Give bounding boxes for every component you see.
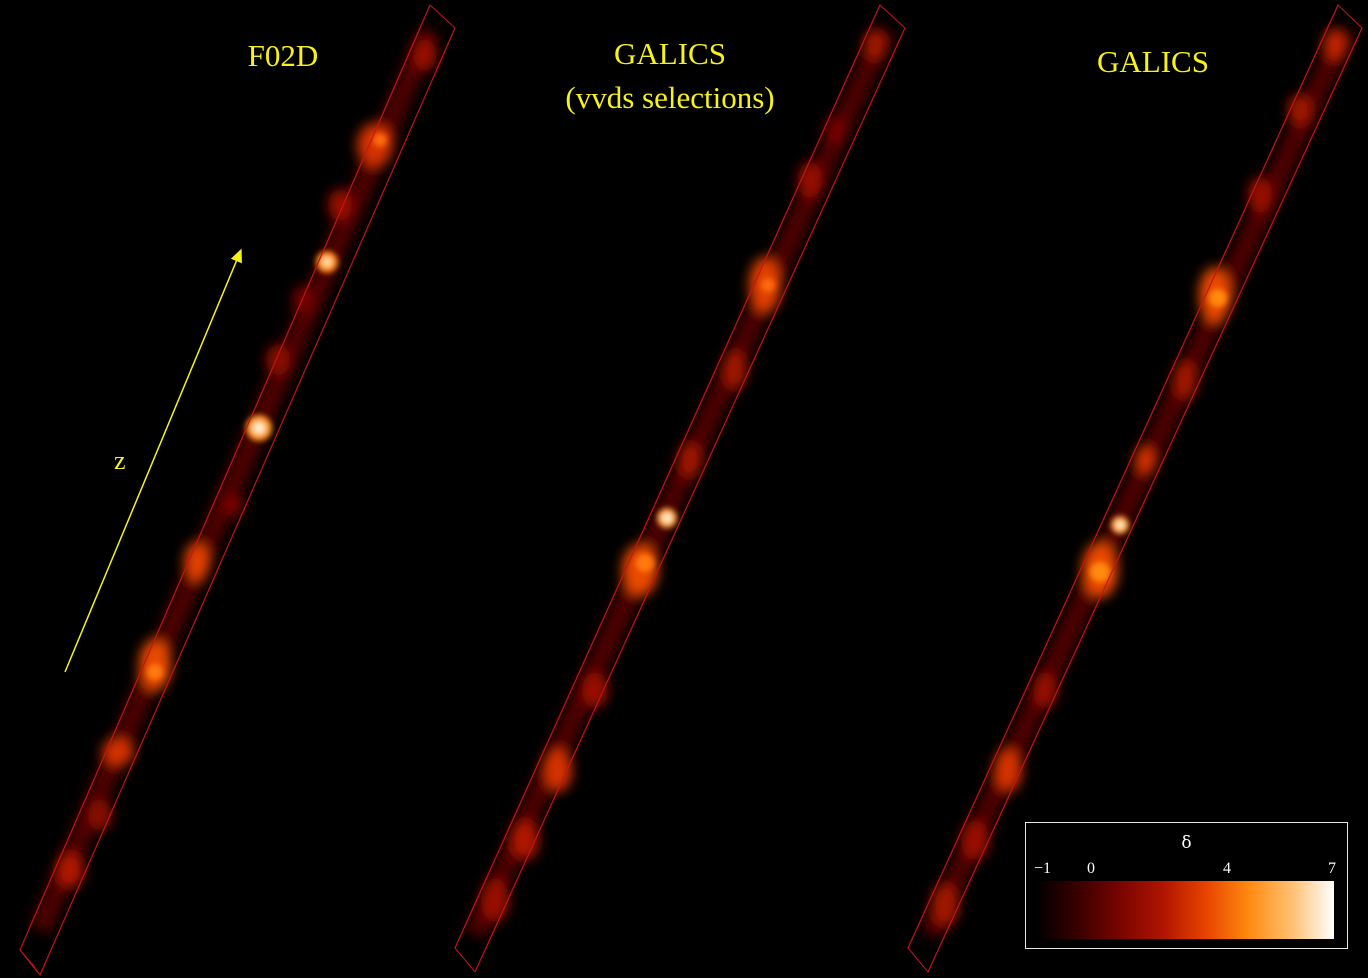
column-galics-box-edges (907, 4, 1363, 973)
column-galics-density (920, 25, 1355, 940)
panel-title-galics: GALICS (1088, 44, 1218, 80)
panel-title-f02d: F02D (218, 38, 348, 74)
panel-subtitle-line: (vvds selections) (565, 80, 775, 115)
column-f02d-peaks (147, 133, 387, 680)
z-axis-arrow (64, 248, 242, 673)
colorbar-gradient (1036, 881, 1334, 939)
column-galics-vvds (454, 4, 906, 973)
colorbar-symbol: δ (1181, 833, 1192, 853)
column-f02d (19, 4, 456, 976)
colorbar-tick: 0 (1087, 860, 1095, 877)
colorbar-tick: −1 (1034, 860, 1052, 877)
column-galics-vvds-density (464, 25, 896, 940)
column-f02d-box-edges (19, 4, 456, 976)
z-axis-label: z (114, 446, 126, 475)
column-galics-vvds-box-edges (454, 4, 906, 973)
colorbar-tick: 4 (1223, 860, 1231, 877)
colorbar-legend: δ −1 0 4 7 (1025, 822, 1348, 949)
column-f02d-density (29, 25, 441, 935)
colorbar-tick: 7 (1328, 860, 1336, 877)
column-galics-vvds-peaks (636, 278, 775, 572)
panel-title-galics-vvds: GALICS (vvds selections) (540, 36, 800, 116)
panel-title-line: GALICS (1097, 44, 1209, 79)
column-galics (907, 4, 1363, 973)
panel-title-line: F02D (247, 38, 319, 73)
panel-title-line: GALICS (614, 36, 726, 71)
column-galics-peaks (1090, 289, 1227, 582)
